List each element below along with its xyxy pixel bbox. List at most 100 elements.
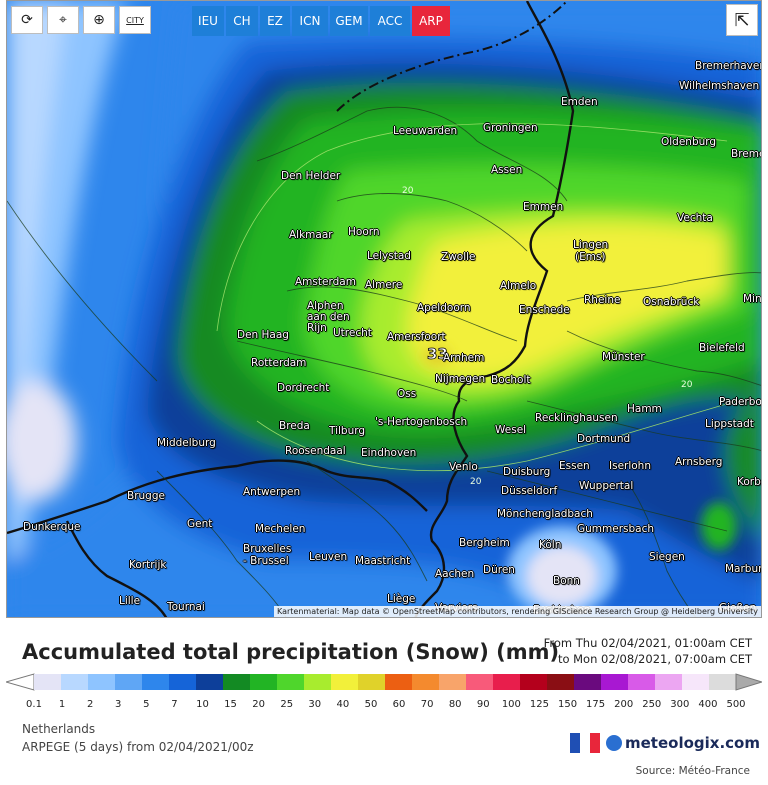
scale-swatch	[547, 674, 575, 690]
city-label: Alphen	[307, 300, 344, 312]
city-label: Siegen	[649, 551, 685, 563]
meteologix-logo[interactable]: meteologix.com	[570, 730, 760, 756]
scale-tick-label: 500	[726, 699, 746, 710]
scale-tick-label: 5	[143, 699, 150, 710]
city-label: Hamm	[627, 403, 662, 415]
city-label: Bergheim	[459, 537, 510, 549]
city-label: Breda	[279, 420, 310, 432]
share-icon: ⇱	[734, 9, 750, 31]
france-flag-icon	[570, 733, 600, 753]
city-label: Wuppertal	[579, 480, 634, 492]
scale-swatch	[493, 674, 521, 690]
city-label: Bonn	[553, 575, 580, 587]
city-label: Leeuwarden	[393, 125, 458, 137]
city-label: Rijn	[307, 322, 327, 334]
scale-swatch	[574, 674, 602, 690]
model-run-label: ARPEGE (5 days) from 02/04/2021/00z	[22, 740, 254, 754]
precipitation-map[interactable]: 20 20 20 33 Bremerhaven Wilhelmshaven Emde…	[6, 0, 762, 618]
share-button[interactable]: ⇱	[726, 4, 758, 36]
coastline-dash	[336, 1, 568, 112]
country-borders	[7, 1, 575, 617]
refresh-button[interactable]: ⟳	[11, 6, 43, 34]
city-label: Duisburg	[503, 466, 551, 478]
scale-swatch	[34, 674, 62, 690]
province-borders	[7, 106, 761, 617]
city-label: Den Helder	[281, 170, 341, 182]
city-label: Dunkerque	[23, 521, 81, 533]
precipitation-field: 20 20 20 33	[7, 1, 761, 617]
model-button-ieu[interactable]: IEU	[192, 6, 224, 36]
city-label: Rheine	[584, 294, 621, 306]
city-label: Aachen	[435, 568, 475, 580]
scale-right-arrow	[735, 673, 762, 691]
model-button-acc[interactable]: ACC	[370, 6, 410, 36]
city-label: Wilhelmshaven	[679, 80, 760, 92]
model-button-ch[interactable]: CH	[226, 6, 258, 36]
city-label: Köln	[539, 539, 562, 551]
city-label: Den Haag	[237, 329, 289, 341]
scale-tick-label: 90	[476, 699, 490, 710]
scale-tick-label: 2	[86, 699, 94, 710]
city-label: Dordrecht	[277, 382, 330, 394]
period-from: From Thu 02/04/2021, 01:00am CET	[543, 636, 752, 650]
scale-swatch	[520, 674, 548, 690]
city-label: Bruxelles	[243, 543, 292, 555]
scale-swatch	[412, 674, 440, 690]
city-label: Brugge	[127, 490, 165, 502]
city-label: Düren	[483, 564, 515, 576]
city-label: Oldenburg	[661, 136, 717, 148]
location-button[interactable]: ⌖	[47, 6, 79, 34]
color-scale	[6, 673, 762, 691]
scale-swatch	[304, 674, 332, 690]
scale-tick-label: 7	[171, 699, 178, 710]
scale-swatch	[61, 674, 89, 690]
city-label: Essen	[559, 460, 590, 472]
city-label: Amersfoort	[387, 331, 446, 343]
city-label: Eindhoven	[361, 447, 417, 459]
city-label: Düsseldorf	[501, 485, 558, 497]
city-label: Bremerhaven	[695, 60, 762, 72]
globe-icon	[606, 735, 622, 751]
city-label: Korbach	[737, 476, 761, 488]
scale-tick-label: 100	[501, 699, 521, 710]
contour-label-3: 20	[681, 380, 693, 390]
city-label: Venlo	[449, 461, 478, 473]
city-label: Rotterdam	[251, 357, 307, 369]
scale-tick-label: 50	[364, 699, 378, 710]
scale-tick-label: 20	[252, 699, 265, 710]
scale-tick-label: 200	[614, 699, 634, 710]
city-label: Almere	[365, 279, 403, 291]
zoom-in-icon: ⊕	[93, 12, 105, 28]
crosshair-value: 33	[427, 345, 448, 363]
scale-tick-label: 400	[698, 699, 718, 710]
model-button-arp[interactable]: ARP	[412, 6, 450, 36]
scale-swatch	[466, 674, 494, 690]
scale-left-arrow	[6, 673, 35, 691]
legend-title: Accumulated total precipitation (Snow) (…	[22, 640, 560, 664]
scale-tick-label: 3	[115, 699, 122, 710]
city-label: Middelburg	[157, 437, 216, 449]
scale-swatch	[196, 674, 224, 690]
scale-tick-label: 80	[448, 699, 462, 710]
city-label: Groningen	[483, 122, 538, 134]
city-label: aan den	[307, 311, 350, 323]
city-toggle-button[interactable]: CITY	[119, 6, 151, 34]
city-label: Mönchengladbach	[497, 508, 593, 520]
scale-swatch	[331, 674, 359, 690]
scale-swatch	[628, 674, 656, 690]
scale-tick-label: 15	[224, 699, 237, 710]
model-button-icn[interactable]: ICN	[292, 6, 328, 36]
city-label: Liège	[387, 593, 416, 605]
model-button-ez[interactable]: EZ	[260, 6, 290, 36]
scale-tick-label: 175	[586, 699, 606, 710]
contour-label-2: 20	[470, 477, 482, 487]
zoom-button[interactable]: ⊕	[83, 6, 115, 34]
city-label: Oss	[397, 388, 417, 400]
scale-swatch	[358, 674, 386, 690]
city-label: - Brussel	[243, 555, 289, 567]
brand-name: meteologix.com	[606, 734, 760, 752]
city-label: Recklinghausen	[535, 412, 618, 424]
model-button-gem[interactable]: GEM	[330, 6, 368, 36]
city-label: Utrecht	[333, 327, 372, 339]
city-label: Iserlohn	[609, 460, 651, 472]
